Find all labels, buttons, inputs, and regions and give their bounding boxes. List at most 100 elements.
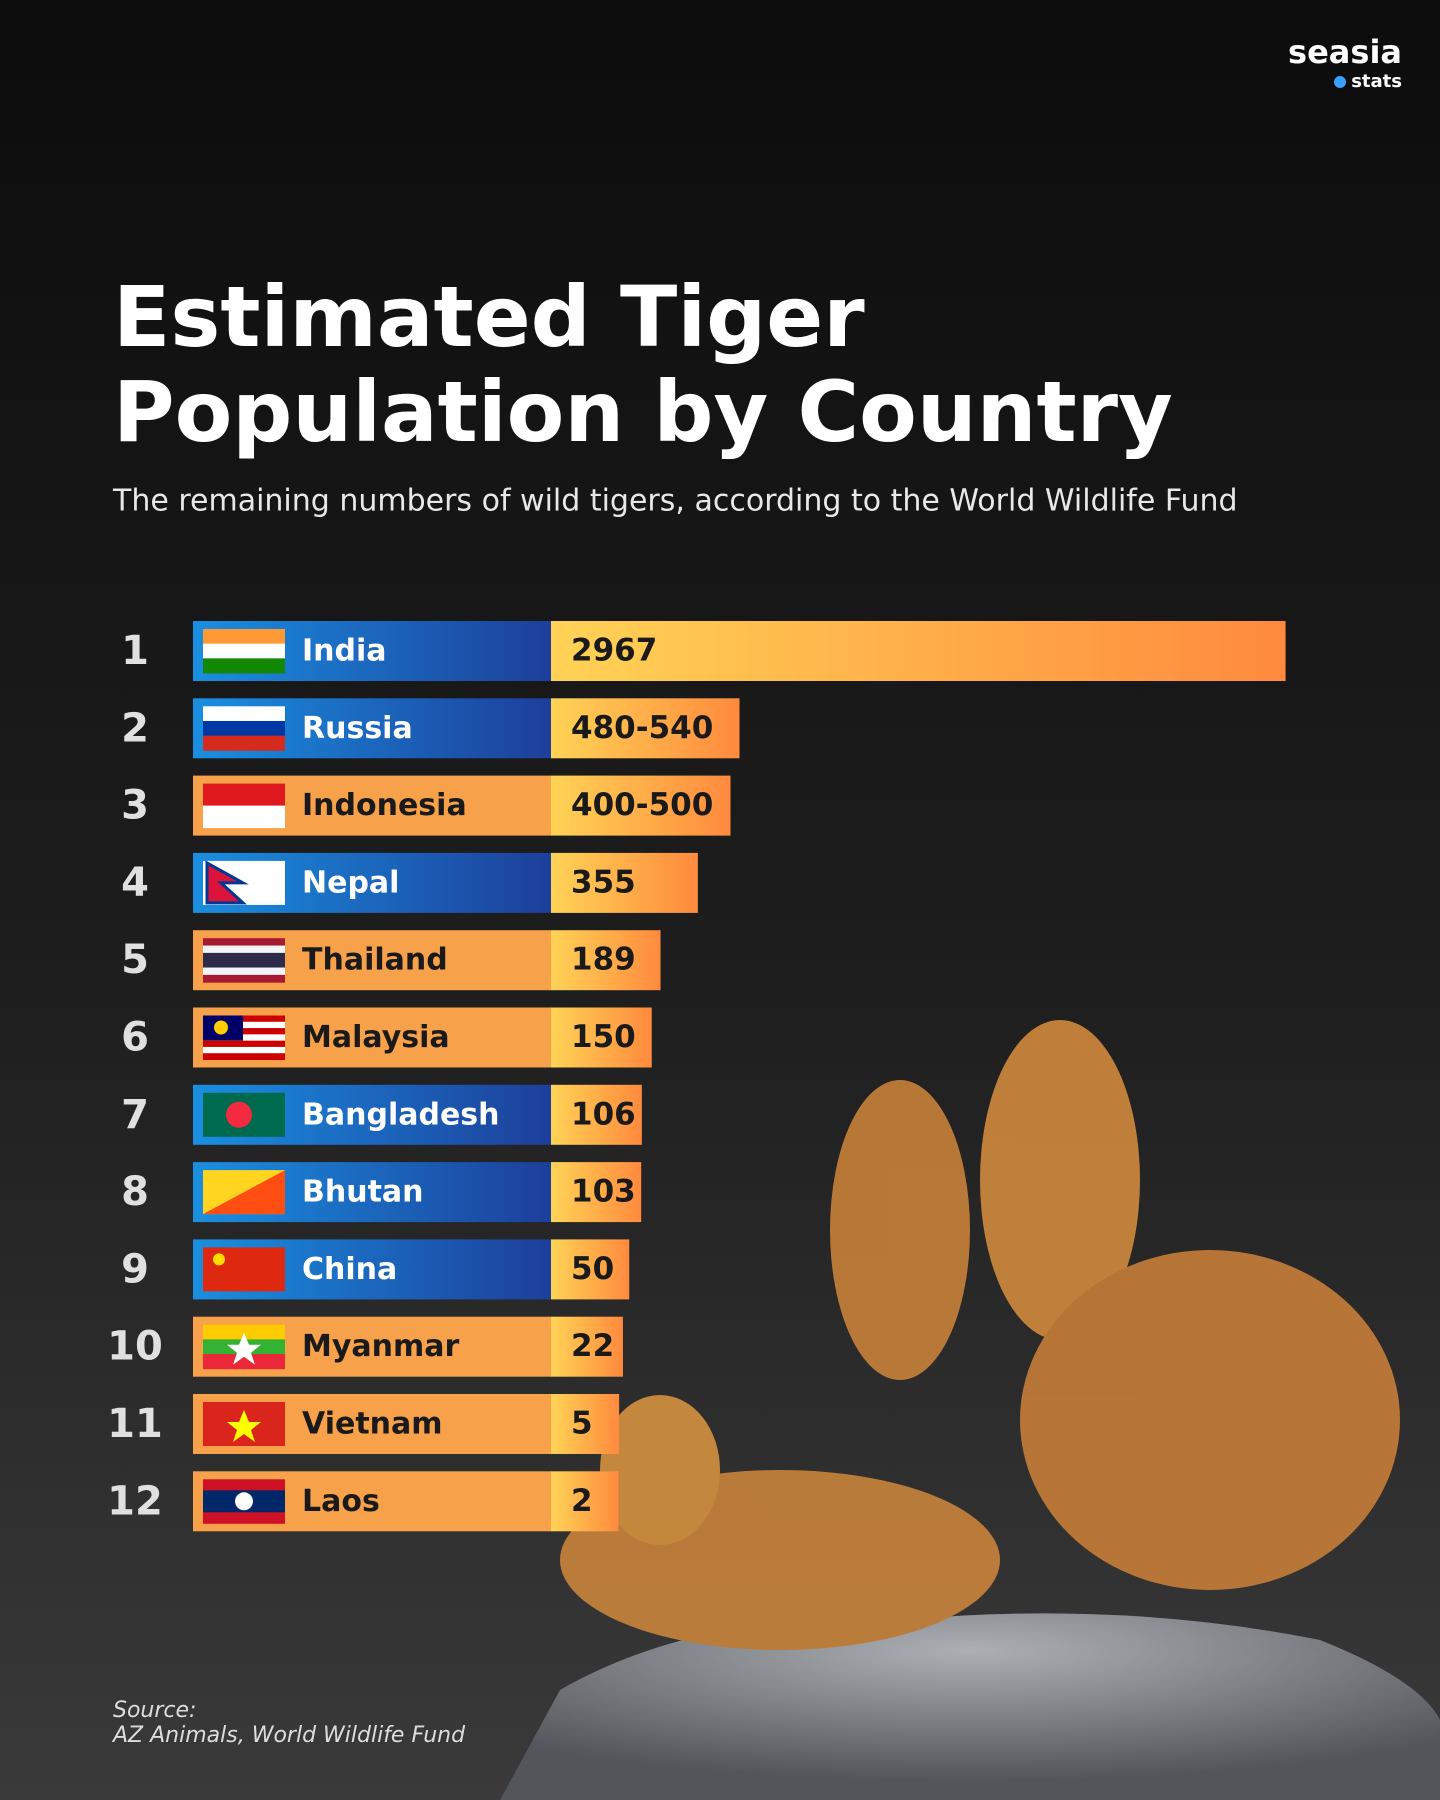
flag-part — [203, 1015, 285, 1023]
flag-part — [235, 1492, 253, 1511]
flag-part — [203, 967, 285, 976]
country-label: China — [302, 1252, 397, 1287]
country-label: Laos — [302, 1484, 380, 1519]
flag-part — [203, 1053, 285, 1060]
tiger-photo — [500, 1020, 1440, 1800]
country-label: Bhutan — [302, 1175, 424, 1210]
rank-label: 4 — [121, 860, 149, 906]
country-label: Nepal — [302, 865, 399, 900]
flag-part — [203, 629, 285, 645]
country-label: Indonesia — [302, 788, 467, 823]
flag-part — [203, 952, 285, 961]
flag-part — [203, 1247, 285, 1292]
bar — [551, 1471, 619, 1532]
flag — [203, 1479, 285, 1524]
rank-label: 8 — [121, 1169, 149, 1215]
flag-part — [203, 1324, 285, 1340]
country-label: Myanmar — [302, 1329, 460, 1364]
flag-part — [203, 735, 285, 751]
logo-tag: stats — [1351, 71, 1402, 92]
bar — [551, 775, 731, 836]
rank-label: 6 — [121, 1015, 149, 1061]
flag-part — [203, 1512, 285, 1524]
value-label: 5 — [571, 1406, 593, 1442]
rank-label: 10 — [107, 1324, 163, 1370]
value-label: 355 — [571, 864, 636, 900]
rank-label: 2 — [121, 705, 149, 751]
flag — [203, 1170, 285, 1215]
flag-part — [203, 1040, 285, 1048]
flag-part — [203, 1170, 285, 1215]
flag-part — [203, 658, 285, 674]
source-heading: Source: — [113, 1698, 196, 1723]
bar — [551, 1084, 642, 1145]
chart-title: Estimated Tiger Population by Country — [113, 268, 1173, 461]
value-label: 22 — [571, 1328, 614, 1364]
bar — [551, 1394, 620, 1454]
rank-label: 12 — [107, 1478, 163, 1524]
bar — [551, 698, 740, 759]
country-label: Malaysia — [302, 1020, 450, 1055]
flag-part — [203, 974, 285, 983]
flag — [203, 1092, 285, 1137]
flag-part — [203, 1021, 285, 1029]
value-label: 103 — [571, 1174, 636, 1210]
flag — [203, 706, 285, 751]
flag — [203, 860, 285, 905]
country-label: Thailand — [302, 943, 448, 978]
bar — [551, 852, 698, 913]
logo-name: seasia — [1288, 33, 1402, 71]
flag-part — [203, 643, 285, 659]
flag-part — [203, 1028, 285, 1035]
flag — [203, 938, 285, 983]
logo-dot — [1334, 76, 1346, 88]
bar — [551, 1007, 652, 1068]
flag — [203, 783, 285, 829]
flag-part — [226, 1101, 252, 1128]
chart-subtitle: The remaining numbers of wild tigers, ac… — [112, 484, 1238, 519]
country-label: Bangladesh — [302, 1097, 500, 1132]
flag — [203, 1324, 285, 1370]
country-label: Russia — [302, 711, 413, 746]
flag — [203, 629, 285, 674]
flag — [203, 1402, 285, 1446]
rank-label: 5 — [121, 937, 149, 983]
country-label: Vietnam — [302, 1407, 443, 1442]
value-label: 2 — [571, 1483, 593, 1519]
bar — [551, 930, 661, 991]
flag-part — [227, 1410, 261, 1442]
value-label: 106 — [571, 1096, 636, 1132]
bar — [551, 621, 1286, 681]
flag-part — [203, 1479, 285, 1491]
bar — [551, 1162, 642, 1223]
flag-part — [203, 938, 285, 947]
flag — [203, 1247, 285, 1292]
value-label: 150 — [571, 1019, 636, 1055]
bar — [551, 1239, 630, 1300]
flag-part — [203, 1046, 285, 1054]
flag-part — [213, 1253, 225, 1266]
rank-label: 11 — [107, 1401, 163, 1447]
flag-part — [203, 960, 285, 969]
value-label: 50 — [571, 1251, 614, 1287]
flag-part — [227, 1332, 261, 1365]
flag-part — [203, 783, 285, 807]
value-label: 400-500 — [571, 787, 713, 823]
bar — [551, 1316, 623, 1377]
flag-part — [203, 1034, 285, 1042]
rank-label: 1 — [121, 628, 149, 674]
value-label: 2967 — [571, 633, 657, 669]
flag-part — [203, 945, 285, 954]
flag — [203, 1015, 285, 1060]
value-label: 189 — [571, 942, 636, 978]
flag-part — [214, 1020, 228, 1035]
flag-part — [205, 860, 249, 905]
flag-part — [203, 805, 285, 829]
value-label: 480-540 — [571, 710, 713, 746]
rank-label: 7 — [121, 1092, 149, 1138]
flag-part — [203, 706, 285, 722]
rank-label: 9 — [121, 1246, 149, 1292]
country-label: India — [302, 634, 387, 669]
flag-part — [203, 1354, 285, 1370]
